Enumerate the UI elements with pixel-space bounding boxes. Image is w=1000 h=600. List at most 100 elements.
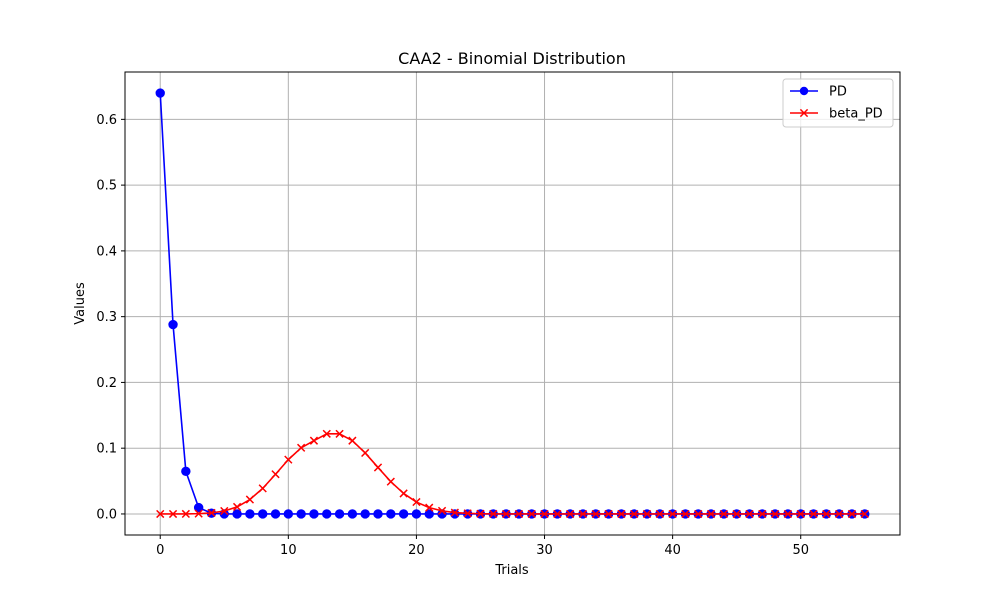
data-point-beta_PD bbox=[706, 509, 716, 519]
data-point-beta_PD bbox=[348, 436, 357, 445]
series-beta_PD bbox=[156, 429, 869, 519]
data-point-beta_PD bbox=[527, 509, 536, 519]
x-axis-label: Trials bbox=[494, 563, 529, 578]
data-point-beta_PD bbox=[425, 503, 434, 512]
data-point-beta_PD bbox=[297, 443, 306, 452]
data-point-beta_PD bbox=[514, 509, 524, 519]
x-tick-label: 50 bbox=[792, 543, 809, 558]
data-point-PD bbox=[360, 509, 370, 519]
data-point-beta_PD bbox=[604, 509, 613, 519]
y-tick-label: 0.6 bbox=[96, 113, 117, 128]
data-point-beta_PD bbox=[181, 509, 190, 519]
data-point-beta_PD bbox=[232, 502, 242, 512]
data-point-beta_PD bbox=[463, 509, 472, 518]
data-point-PD bbox=[245, 509, 255, 519]
data-point-beta_PD bbox=[540, 509, 549, 519]
data-point-beta_PD bbox=[156, 509, 165, 519]
x-tick-label: 0 bbox=[156, 543, 164, 558]
data-point-PD bbox=[347, 509, 358, 519]
data-point-beta_PD bbox=[309, 436, 319, 445]
data-point-beta_PD bbox=[770, 509, 780, 519]
data-point-PD bbox=[309, 509, 319, 519]
data-point-beta_PD bbox=[822, 509, 831, 519]
data-point-beta_PD bbox=[386, 477, 395, 486]
data-point-beta_PD bbox=[194, 509, 203, 518]
data-point-PD bbox=[322, 509, 332, 519]
data-point-beta_PD bbox=[207, 508, 216, 518]
data-point-beta_PD bbox=[437, 506, 447, 515]
data-point-beta_PD bbox=[860, 509, 869, 519]
x-tick-label: 40 bbox=[664, 543, 681, 558]
x-tick-label: 10 bbox=[280, 543, 297, 558]
data-point-PD bbox=[424, 509, 434, 519]
data-point-beta_PD bbox=[168, 509, 178, 519]
data-point-beta_PD bbox=[694, 509, 703, 519]
data-point-beta_PD bbox=[835, 509, 844, 519]
data-point-beta_PD bbox=[617, 509, 626, 519]
data-point-beta_PD bbox=[578, 509, 588, 519]
data-point-beta_PD bbox=[642, 509, 652, 519]
y-tick-label: 0.4 bbox=[96, 244, 117, 259]
x-tick-label: 20 bbox=[408, 543, 425, 558]
y-tick-label: 0.1 bbox=[96, 442, 117, 457]
data-point-beta_PD bbox=[476, 509, 485, 518]
plot-frame bbox=[124, 71, 901, 536]
data-point-beta_PD bbox=[399, 489, 408, 498]
y-tick-label: 0.3 bbox=[96, 310, 117, 325]
data-point-beta_PD bbox=[258, 484, 267, 493]
data-point-beta_PD bbox=[284, 455, 293, 464]
legend-marker bbox=[799, 86, 809, 96]
data-point-beta_PD bbox=[719, 509, 728, 519]
data-point-beta_PD bbox=[450, 508, 459, 517]
legend-label: beta_PD bbox=[829, 107, 883, 122]
data-point-PD bbox=[181, 466, 191, 477]
legend-entry-PD: PD bbox=[790, 85, 847, 100]
data-point-beta_PD bbox=[412, 497, 421, 507]
data-point-beta_PD bbox=[809, 509, 818, 519]
data-point-beta_PD bbox=[758, 509, 767, 519]
data-point-beta_PD bbox=[322, 429, 331, 438]
legend-entry-beta_PD: beta_PD bbox=[790, 107, 883, 122]
data-point-beta_PD bbox=[220, 506, 229, 516]
data-point-beta_PD bbox=[245, 495, 255, 504]
y-tick-label: 0.0 bbox=[96, 507, 117, 522]
data-point-PD bbox=[232, 509, 242, 519]
data-point-beta_PD bbox=[681, 509, 690, 519]
y-tick-label: 0.5 bbox=[96, 179, 117, 194]
x-tick-label: 30 bbox=[536, 543, 553, 558]
data-point-beta_PD bbox=[489, 509, 498, 519]
data-point-beta_PD bbox=[566, 509, 575, 519]
data-point-PD bbox=[450, 509, 460, 519]
data-point-PD bbox=[155, 88, 165, 98]
data-point-beta_PD bbox=[745, 509, 754, 519]
data-point-PD bbox=[386, 509, 396, 519]
data-point-beta_PD bbox=[847, 509, 857, 519]
data-point-beta_PD bbox=[668, 509, 677, 519]
legend: PD beta_PD bbox=[782, 78, 894, 128]
ticks: 0 10 20 30 40 50 0.0 0.1 0.2 0.3 0.4 0.5 0.6 bbox=[96, 113, 809, 558]
data-point-beta_PD bbox=[732, 509, 741, 519]
data-point-beta_PD bbox=[591, 509, 600, 519]
legend-label: PD bbox=[829, 85, 847, 100]
data-point-beta_PD bbox=[501, 509, 511, 519]
series-layer bbox=[155, 88, 870, 519]
data-point-PD bbox=[411, 509, 422, 519]
data-point-PD bbox=[373, 509, 383, 519]
data-point-PD bbox=[270, 509, 281, 519]
data-point-beta_PD bbox=[271, 470, 280, 479]
legend-marker bbox=[799, 108, 809, 118]
data-point-PD bbox=[193, 502, 204, 513]
data-point-beta_PD bbox=[796, 509, 805, 519]
data-point-PD bbox=[334, 509, 345, 519]
data-point-PD bbox=[258, 509, 268, 519]
data-point-beta_PD bbox=[783, 509, 793, 519]
data-point-PD bbox=[296, 509, 306, 519]
data-point-beta_PD bbox=[630, 509, 639, 519]
y-axis-label: Values bbox=[73, 282, 88, 325]
y-tick-label: 0.2 bbox=[96, 376, 117, 391]
data-point-PD bbox=[398, 509, 409, 519]
chart-title: CAA2 - Binomial Distribution bbox=[398, 49, 626, 68]
data-point-beta_PD bbox=[335, 429, 344, 438]
data-point-beta_PD bbox=[655, 509, 664, 519]
